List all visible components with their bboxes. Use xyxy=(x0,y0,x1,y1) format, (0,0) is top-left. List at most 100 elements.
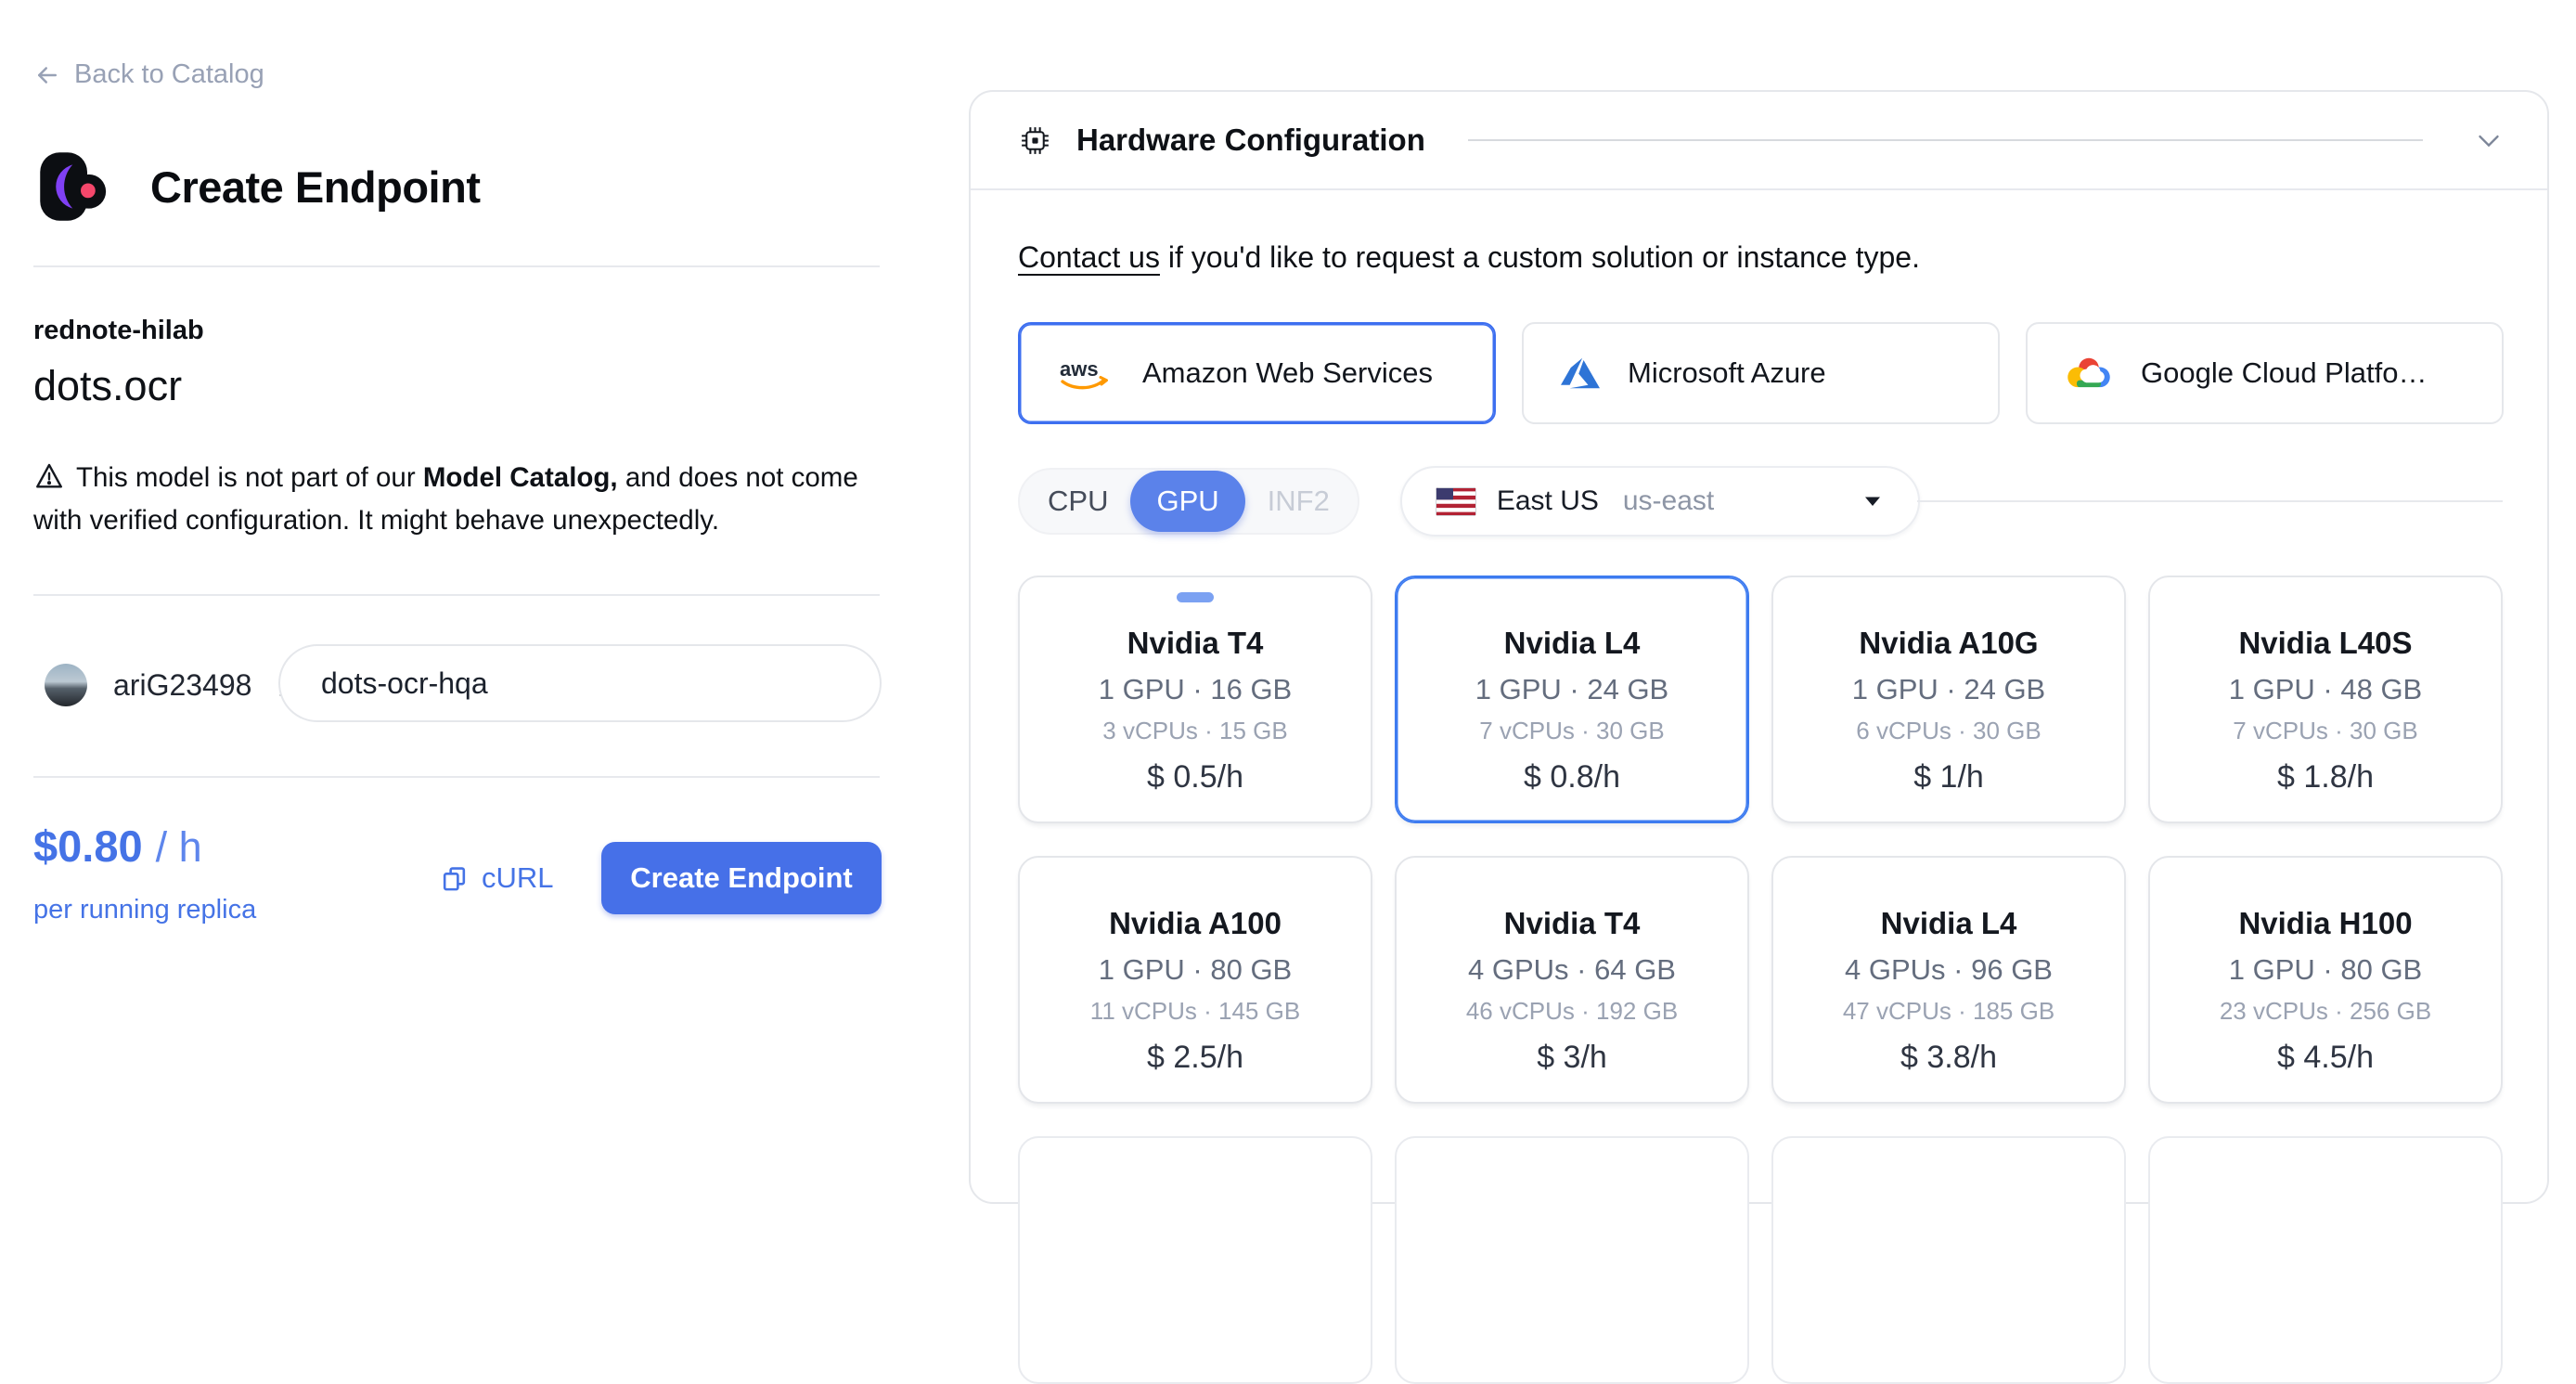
compute-option-cpu[interactable]: CPU xyxy=(1048,485,1109,517)
accelerator-price: $ 4.5/h xyxy=(2277,1040,2374,1075)
accelerator-card-h100[interactable]: Nvidia H100 1 GPU · 80 GB 23 vCPUs · 256… xyxy=(2148,856,2503,1104)
provider-label: Microsoft Azure xyxy=(1628,356,1826,389)
accelerator-gpu-spec: 1 GPU · 24 GB xyxy=(1475,673,1669,705)
region-code: us-east xyxy=(1622,485,1715,516)
region-select[interactable]: East US us-east xyxy=(1399,466,1920,537)
accelerator-price: $ 3/h xyxy=(1537,1040,1607,1075)
provider-gcp[interactable]: Google Cloud Platfo… xyxy=(2026,322,2504,424)
contact-us-link[interactable]: Contact us xyxy=(1018,240,1160,274)
accelerator-cpu-spec: 23 vCPUs · 256 GB xyxy=(2219,997,2432,1025)
price-amount: $0.80 xyxy=(33,821,143,871)
accelerator-grid: Nvidia T4 1 GPU · 16 GB 3 vCPUs · 15 GB … xyxy=(1018,576,2504,1384)
accelerator-card-a100[interactable]: Nvidia A100 1 GPU · 80 GB 11 vCPUs · 145… xyxy=(1018,856,1372,1104)
header-rule xyxy=(1467,139,2423,141)
accelerator-gpu-spec: 1 GPU · 80 GB xyxy=(1098,953,1293,986)
page-title: Create Endpoint xyxy=(150,162,481,212)
accelerator-card-l4-1[interactable]: Nvidia L4 1 GPU · 24 GB 7 vCPUs · 30 GB … xyxy=(1395,576,1749,823)
curl-button[interactable]: cURL xyxy=(434,859,560,898)
accelerator-card-partial[interactable] xyxy=(1018,1136,1372,1384)
warning-text-pre: This model is not part of our xyxy=(76,462,423,493)
accelerator-name: Nvidia L40S xyxy=(2238,626,2413,660)
divider xyxy=(33,594,880,596)
card-marker xyxy=(1177,592,1214,602)
accelerator-card-t4-1[interactable]: Nvidia T4 1 GPU · 16 GB 3 vCPUs · 15 GB … xyxy=(1018,576,1372,823)
provider-list: aws Amazon Web Services Microsoft Azure … xyxy=(1018,322,2504,424)
owner-username: ariG23498 xyxy=(113,667,252,702)
model-org: rednote-hilab xyxy=(33,316,204,345)
price-caption: per running replica xyxy=(33,895,257,925)
accelerator-gpu-spec: 4 GPUs · 64 GB xyxy=(1468,953,1676,986)
azure-logo-icon xyxy=(1561,357,1600,389)
accelerator-cpu-spec: 7 vCPUs · 30 GB xyxy=(1479,717,1665,744)
chip-icon xyxy=(1022,126,1049,154)
accelerator-card-t4-4[interactable]: Nvidia T4 4 GPUs · 64 GB 46 vCPUs · 192 … xyxy=(1395,856,1749,1104)
accelerator-name: Nvidia T4 xyxy=(1127,626,1264,660)
accelerator-card-l40s[interactable]: Nvidia L40S 1 GPU · 48 GB 7 vCPUs · 30 G… xyxy=(2148,576,2503,823)
avatar xyxy=(45,664,87,706)
model-name: dots.ocr xyxy=(33,362,183,409)
provider-aws[interactable]: aws Amazon Web Services xyxy=(1018,322,1496,424)
divider xyxy=(33,265,880,267)
back-to-catalog-link[interactable]: Back to Catalog xyxy=(33,59,264,90)
endpoints-logo-icon xyxy=(40,152,107,221)
accelerator-card-partial[interactable] xyxy=(2148,1136,2503,1384)
provider-label: Google Cloud Platfo… xyxy=(2141,356,2428,389)
accelerator-price: $ 2.5/h xyxy=(1147,1040,1243,1075)
accelerator-name: Nvidia L4 xyxy=(1880,906,2017,940)
accelerator-price: $ 3.8/h xyxy=(1900,1040,1997,1075)
price-display: $0.80 / h xyxy=(33,821,202,872)
contact-line: Contact us if you'd like to request a cu… xyxy=(1018,237,1920,278)
compute-option-gpu[interactable]: GPU xyxy=(1130,471,1245,532)
region-label: East US xyxy=(1496,485,1599,516)
price-unit: / h xyxy=(155,823,202,871)
create-endpoint-button[interactable]: Create Endpoint xyxy=(601,842,882,914)
gcp-logo-icon xyxy=(2067,357,2110,388)
model-warning: This model is not part of our Model Cata… xyxy=(33,457,883,542)
accelerator-price: $ 1/h xyxy=(1913,759,1984,795)
arrow-left-icon xyxy=(38,66,57,84)
accelerator-gpu-spec: 4 GPUs · 96 GB xyxy=(1845,953,2053,986)
owner-row: ariG23498 / xyxy=(45,650,288,720)
accelerator-price: $ 1.8/h xyxy=(2277,759,2374,795)
accelerator-name: Nvidia L4 xyxy=(1503,626,1641,660)
accelerator-name: Nvidia A100 xyxy=(1109,906,1282,940)
accelerator-gpu-spec: 1 GPU · 80 GB xyxy=(2228,953,2423,986)
accelerator-name: Nvidia T4 xyxy=(1503,906,1641,940)
brand-header: Create Endpoint xyxy=(35,145,481,228)
hardware-panel-header: Hardware Configuration xyxy=(971,92,2547,190)
us-flag-icon xyxy=(1435,486,1476,516)
curl-label: cURL xyxy=(482,861,554,894)
accelerator-cpu-spec: 47 vCPUs · 185 GB xyxy=(1842,997,2055,1025)
aws-logo-icon: aws xyxy=(1060,357,1108,390)
divider xyxy=(33,776,880,778)
hardware-panel-title: Hardware Configuration xyxy=(1076,123,1425,157)
chevron-down-icon[interactable] xyxy=(2471,123,2506,158)
endpoint-name-input[interactable] xyxy=(278,644,882,722)
accelerator-cpu-spec: 7 vCPUs · 30 GB xyxy=(2233,717,2418,744)
divider xyxy=(1917,500,2503,502)
accelerator-card-a10g[interactable]: Nvidia A10G 1 GPU · 24 GB 6 vCPUs · 30 G… xyxy=(1771,576,2126,823)
warning-text-post: and does not come with verified configur… xyxy=(33,462,858,536)
compute-option-inf2[interactable]: INF2 xyxy=(1267,485,1330,517)
warning-text-bold: Model Catalog, xyxy=(422,462,618,493)
provider-label: Amazon Web Services xyxy=(1142,356,1433,389)
compute-row: CPU GPU INF2 East US us-east xyxy=(1018,466,1920,537)
provider-azure[interactable]: Microsoft Azure xyxy=(1522,322,2000,424)
copy-icon xyxy=(443,866,466,890)
accelerator-card-l4-4[interactable]: Nvidia L4 4 GPUs · 96 GB 47 vCPUs · 185 … xyxy=(1771,856,2126,1104)
dropdown-caret-icon xyxy=(1864,496,1881,507)
accelerator-gpu-spec: 1 GPU · 48 GB xyxy=(2228,673,2423,705)
warning-icon xyxy=(36,463,62,488)
accelerator-name: Nvidia H100 xyxy=(2238,906,2413,940)
accelerator-cpu-spec: 3 vCPUs · 15 GB xyxy=(1102,717,1288,744)
accelerator-card-partial[interactable] xyxy=(1771,1136,2126,1384)
accelerator-gpu-spec: 1 GPU · 24 GB xyxy=(1851,673,2046,705)
accelerator-cpu-spec: 6 vCPUs · 30 GB xyxy=(1856,717,2041,744)
svg-text:aws: aws xyxy=(1060,357,1099,381)
back-to-catalog-label: Back to Catalog xyxy=(74,59,264,89)
accelerator-card-partial[interactable] xyxy=(1395,1136,1749,1384)
accelerator-name: Nvidia A10G xyxy=(1859,626,2039,660)
contact-rest: if you'd like to request a custom soluti… xyxy=(1159,240,1920,274)
accelerator-price: $ 0.5/h xyxy=(1147,759,1243,795)
compute-type-toggle: CPU GPU INF2 xyxy=(1018,468,1359,535)
